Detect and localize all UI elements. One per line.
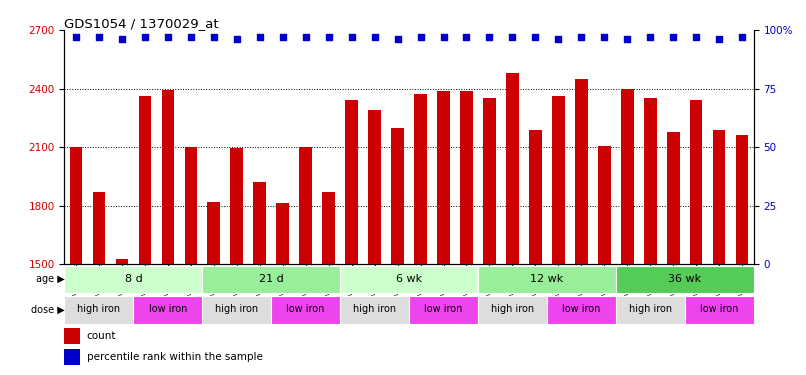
Bar xyxy=(552,96,565,375)
Point xyxy=(483,34,496,40)
Point xyxy=(667,34,679,40)
Bar xyxy=(276,203,289,375)
Text: high iron: high iron xyxy=(77,304,121,315)
Point xyxy=(368,34,381,40)
Bar xyxy=(299,147,312,375)
Text: 21 d: 21 d xyxy=(259,274,284,284)
Point xyxy=(621,36,634,42)
Bar xyxy=(115,258,128,375)
Point xyxy=(391,36,404,42)
Bar xyxy=(391,128,404,375)
Bar xyxy=(598,146,611,375)
Point xyxy=(207,34,220,40)
Point xyxy=(690,34,703,40)
Bar xyxy=(93,192,106,375)
Bar xyxy=(207,202,220,375)
Bar xyxy=(64,266,202,293)
Point xyxy=(644,34,657,40)
Bar xyxy=(736,135,749,375)
Bar xyxy=(231,148,243,375)
Bar xyxy=(546,296,616,324)
Text: low iron: low iron xyxy=(286,304,325,315)
Bar xyxy=(667,132,679,375)
Bar xyxy=(575,79,588,375)
Bar xyxy=(322,192,335,375)
Bar xyxy=(621,88,634,375)
Text: high iron: high iron xyxy=(215,304,259,315)
Bar xyxy=(685,296,754,324)
Point xyxy=(161,34,174,40)
Point xyxy=(253,34,266,40)
Point xyxy=(69,34,82,40)
Point xyxy=(460,34,473,40)
Point xyxy=(736,34,749,40)
Bar xyxy=(340,296,409,324)
Bar xyxy=(616,296,685,324)
Bar xyxy=(139,96,152,375)
Point xyxy=(276,34,289,40)
Point xyxy=(713,36,725,42)
Bar xyxy=(368,110,381,375)
Text: 6 wk: 6 wk xyxy=(396,274,422,284)
Text: dose ▶: dose ▶ xyxy=(31,304,64,315)
Point xyxy=(437,34,450,40)
Point xyxy=(322,34,335,40)
Point xyxy=(115,36,128,42)
Point xyxy=(575,34,588,40)
Text: 12 wk: 12 wk xyxy=(530,274,563,284)
Bar xyxy=(616,266,754,293)
Text: high iron: high iron xyxy=(353,304,397,315)
Bar xyxy=(64,348,80,364)
Point xyxy=(506,34,519,40)
Bar xyxy=(345,100,358,375)
Bar xyxy=(161,90,174,375)
Bar xyxy=(483,98,496,375)
Text: age ▶: age ▶ xyxy=(35,274,64,284)
Bar xyxy=(478,296,546,324)
Text: 36 wk: 36 wk xyxy=(668,274,701,284)
Bar xyxy=(690,100,703,375)
Point xyxy=(299,34,312,40)
Text: low iron: low iron xyxy=(562,304,600,315)
Text: high iron: high iron xyxy=(491,304,534,315)
Text: low iron: low iron xyxy=(424,304,463,315)
Text: low iron: low iron xyxy=(700,304,738,315)
Text: 8 d: 8 d xyxy=(124,274,143,284)
Bar xyxy=(529,130,542,375)
Point xyxy=(185,34,197,40)
Bar xyxy=(253,182,266,375)
Bar xyxy=(185,147,197,375)
Bar xyxy=(506,73,519,375)
Bar xyxy=(202,266,340,293)
Bar xyxy=(414,94,427,375)
Text: percentile rank within the sample: percentile rank within the sample xyxy=(86,351,263,361)
Bar xyxy=(409,296,478,324)
Bar xyxy=(64,328,80,344)
Bar xyxy=(202,296,271,324)
Point xyxy=(93,34,106,40)
Bar xyxy=(340,266,478,293)
Point xyxy=(345,34,358,40)
Bar xyxy=(64,296,134,324)
Bar xyxy=(134,296,202,324)
Point xyxy=(414,34,427,40)
Point xyxy=(231,36,243,42)
Text: low iron: low iron xyxy=(148,304,187,315)
Bar xyxy=(460,90,473,375)
Point xyxy=(598,34,611,40)
Bar xyxy=(69,147,82,375)
Bar xyxy=(713,130,725,375)
Bar xyxy=(271,296,340,324)
Text: count: count xyxy=(86,331,116,341)
Point xyxy=(139,34,152,40)
Bar xyxy=(478,266,616,293)
Bar xyxy=(437,90,450,375)
Point xyxy=(552,36,565,42)
Text: high iron: high iron xyxy=(629,304,672,315)
Bar xyxy=(644,98,657,375)
Text: GDS1054 / 1370029_at: GDS1054 / 1370029_at xyxy=(64,17,219,30)
Point xyxy=(529,34,542,40)
